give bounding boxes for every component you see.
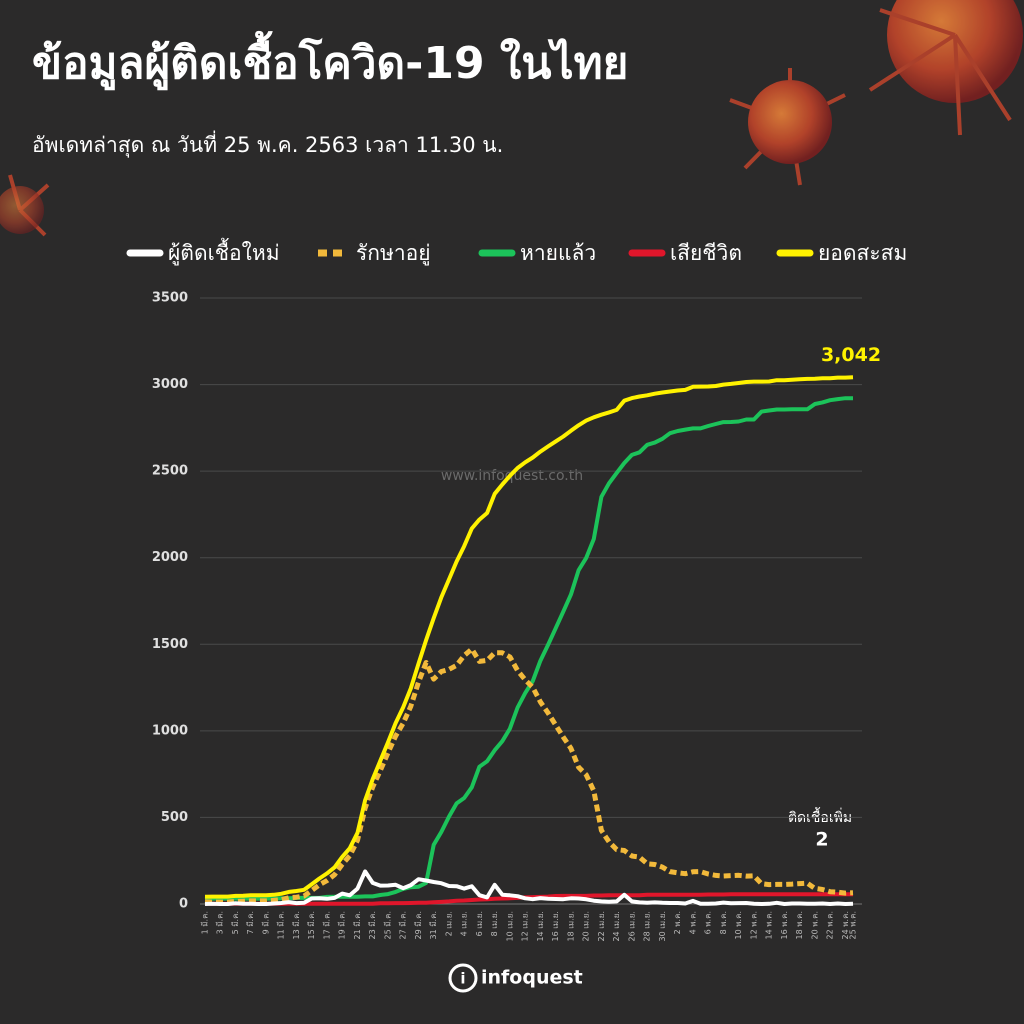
x-tick-label: 6 เม.ย. [475, 911, 484, 936]
series-line [204, 646, 854, 905]
x-tick-label: 8 พ.ค. [719, 911, 728, 934]
x-tick-label: 22 เม.ย. [597, 911, 606, 942]
y-tick-label: 0 [179, 897, 188, 912]
x-tick-label: 20 เม.ย. [582, 911, 591, 942]
data-label: 3,042 [821, 344, 881, 366]
y-tick-label: 2000 [152, 550, 188, 565]
x-tick-label: 2 เม.ย. [444, 911, 453, 936]
x-tick-label: 20 พ.ค. [810, 911, 819, 939]
x-tick-label: 4 เม.ย. [460, 911, 469, 936]
x-tick-label: 16 เม.ย. [551, 911, 560, 942]
chart-title: ข้อมูลผู้ติดเชื้อโควิด-19 ในไทย [32, 30, 628, 90]
logo-text: infoquest [481, 967, 583, 989]
y-tick-label: 3500 [152, 291, 188, 306]
x-tick-label: 17 มี.ค. [322, 911, 331, 939]
x-tick-label: 19 มี.ค. [338, 911, 347, 939]
x-tick-label: 10 พ.ค. [734, 911, 743, 939]
x-tick-label: 10 เม.ย. [505, 911, 514, 942]
x-tick-label: 14 พ.ค. [765, 911, 774, 939]
x-tick-label: 27 มี.ค. [399, 911, 408, 939]
x-tick-label: 22 พ.ค. [826, 911, 835, 939]
annotation: ติดเชื้อเพิ่ม [788, 807, 852, 826]
x-tick-label: 21 มี.ค. [353, 911, 362, 939]
y-tick-label: 2500 [152, 464, 188, 479]
x-tick-label: 29 มี.ค. [414, 911, 423, 939]
x-tick-label: 8 เม.ย. [490, 911, 499, 936]
x-tick-label: 18 พ.ค. [795, 911, 804, 939]
x-tick-label: 14 เม.ย. [536, 911, 545, 942]
x-tick-label: 12 พ.ค. [749, 911, 758, 939]
x-tick-label: 26 เม.ย. [627, 911, 636, 942]
y-tick-label: 3000 [152, 377, 188, 392]
legend-label: หายแล้ว [520, 241, 596, 265]
x-tick-label: 12 เม.ย. [521, 911, 530, 942]
series-line [204, 375, 854, 899]
series-line [204, 869, 854, 906]
x-tick-label: 24 เม.ย. [612, 911, 621, 942]
x-tick-label: 15 มี.ค. [307, 911, 316, 939]
x-tick-label: 5 มี.ค. [231, 911, 240, 934]
x-tick-label: 1 มี.ค. [201, 911, 210, 934]
legend-label: ผู้ติดเชื้อใหม่ [168, 238, 280, 266]
annotation-value: 2 [815, 829, 828, 851]
x-tick-label: 25 มี.ค. [383, 911, 392, 939]
x-tick-label: 2 พ.ค. [673, 911, 682, 934]
x-tick-label: 13 มี.ค. [292, 911, 301, 939]
virus-decoration [0, 0, 1023, 237]
x-tick-label: 7 มี.ค. [246, 911, 255, 934]
x-tick-label: 25 พ.ค. [849, 911, 858, 939]
x-tick-label: 23 มี.ค. [368, 911, 377, 939]
x-tick-label: 30 เม.ย. [658, 911, 667, 942]
x-tick-label: 31 มี.ค. [429, 911, 438, 939]
y-tick-label: 1500 [152, 637, 188, 652]
x-tick-label: 9 มี.ค. [261, 911, 270, 934]
x-tick-label: 6 พ.ค. [704, 911, 713, 934]
x-tick-label: 24 พ.ค. [841, 911, 850, 939]
x-tick-label: 18 เม.ย. [566, 911, 575, 942]
x-tick-label: 16 พ.ค. [780, 911, 789, 939]
chart-subtitle: อัพเดทล่าสุด ณ วันที่ 25 พ.ค. 2563 เวลา … [32, 130, 503, 158]
x-tick-label: 11 มี.ค. [277, 911, 286, 939]
logo-icon [448, 963, 478, 993]
x-tick-label: 4 พ.ค. [688, 911, 697, 934]
legend-label: รักษาอยู่ [356, 241, 431, 266]
logo: i infoquest [448, 963, 583, 993]
x-tick-label: 28 เม.ย. [643, 911, 652, 942]
logo-icon-letter: i [460, 970, 465, 988]
legend-label: ยอดสะสม [818, 241, 907, 265]
y-tick-label: 1000 [152, 723, 188, 738]
x-tick-label: 3 มี.ค. [216, 911, 225, 934]
y-tick-label: 500 [161, 810, 188, 825]
legend-label: เสียชีวิต [670, 241, 742, 265]
